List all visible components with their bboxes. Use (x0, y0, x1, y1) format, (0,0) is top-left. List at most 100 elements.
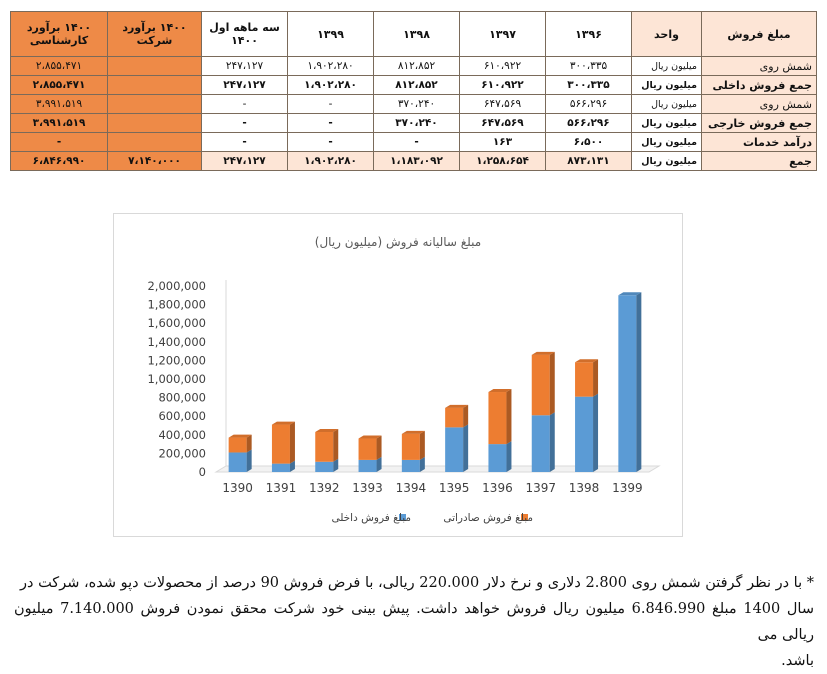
table-cell: - (287, 132, 374, 152)
bar-segment (575, 362, 594, 397)
table-cell: - (201, 132, 288, 152)
bar-segment-side (289, 421, 295, 464)
table-cell: ۳۰۰،۳۳۵ (545, 75, 632, 95)
x-tick-label: 1397 (525, 481, 556, 495)
table-cell: ۶۱۰،۹۲۲ (459, 56, 546, 76)
table-row: شمش روی میلیون ریال ۵۶۶،۲۹۶ ۶۴۷،۵۶۹ ۳۷۰،۲۴۰-… (10, 94, 817, 114)
table-cell: - (287, 113, 374, 133)
x-tick-label: 1398 (569, 481, 600, 495)
bar-segment (445, 427, 464, 472)
sales-chart: مبلغ سالیانه فروش (میلیون ریال) 0 200,000 4… (113, 213, 683, 537)
table-cell: ۱۶۳ (459, 132, 546, 152)
table-cell: - (10, 132, 108, 152)
table-cell: ۶۴۷،۵۶۹ (459, 94, 546, 114)
bar-top-cap (488, 389, 512, 393)
table-cell: ۸۷۳،۱۳۱ (545, 151, 632, 171)
header-1399: ۱۳۹۹ (287, 11, 374, 57)
table-cell: ۸۱۲،۸۵۲ (373, 75, 460, 95)
row-label: جمع فروش داخلی (701, 75, 817, 95)
y-tick-label: 600,000 (158, 409, 206, 423)
table-cell (107, 132, 202, 152)
y-tick-label: 1,600,000 (147, 316, 206, 330)
table-cell: ۳۰۰،۳۳۵ (545, 56, 632, 76)
bar-top-cap (358, 435, 382, 439)
note-line: سال 1400 مبلغ 6.846.990 میلیون ریال فروش… (14, 601, 814, 643)
bar-segment (271, 424, 290, 464)
bar-segment (315, 461, 334, 472)
table-cell: ۱،۱۸۳،۰۹۲ (373, 151, 460, 171)
row-unit: میلیون ریال (631, 113, 702, 133)
table-cell: - (287, 94, 374, 114)
legend-label: مبلغ فروش داخلی (331, 512, 411, 524)
table-cell: ۱،۹۰۲،۲۸۰ (287, 56, 374, 76)
bar-segment-side (506, 389, 512, 445)
table-cell: ۳،۹۹۱،۵۱۹ (10, 94, 108, 114)
x-tick-label: 1392 (309, 481, 340, 495)
table-cell: ۳،۹۹۱،۵۱۹ (10, 113, 108, 133)
row-label: جمع فروش خارجی (701, 113, 817, 133)
bar-segment (228, 437, 247, 453)
table-row: درآمد خدمات میلیون ریال ۶،۵۰۰ ۱۶۳- - - - (10, 132, 817, 152)
row-label: جمع (701, 151, 817, 171)
y-tick-label: 2,000,000 (147, 279, 206, 293)
y-tick-label: 1,000,000 (147, 372, 206, 386)
table-cell (107, 113, 202, 133)
note-line: باشد. (781, 653, 814, 669)
table-cell: ۲،۸۵۵،۴۷۱ (10, 75, 108, 95)
bar-segment-side (506, 441, 512, 472)
table-cell: ۶،۸۴۶،۹۹۰ (10, 151, 108, 171)
bar-segment-side (463, 404, 469, 428)
bar-segment-side (333, 429, 339, 462)
bar-segment (315, 432, 334, 462)
bar-segment (488, 444, 507, 472)
bar-segment (445, 407, 464, 428)
table-cell: ۸۱۲،۸۵۲ (373, 56, 460, 76)
bar-segment-side (333, 458, 339, 472)
bar-segment-side (636, 292, 642, 472)
bar-segment (228, 452, 247, 472)
bar-segment (575, 396, 594, 472)
header-1396: ۱۳۹۶ (545, 11, 632, 57)
bar-top-cap (228, 434, 252, 438)
header-unit: واحد (631, 11, 702, 57)
table-cell: ۲۴۷،۱۲۷ (201, 151, 288, 171)
legend-swatch (521, 514, 528, 521)
row-unit: میلیون ریال (631, 75, 702, 95)
x-tick-label: 1390 (222, 481, 253, 495)
bar-top-cap (575, 359, 599, 363)
table-cell: ۵۶۶،۲۹۶ (545, 94, 632, 114)
bar-segment-side (376, 435, 382, 460)
bar-segment-side (376, 456, 382, 472)
row-unit: میلیون ریال (631, 94, 702, 114)
y-tick-label: 200,000 (158, 446, 206, 460)
bar-segment (358, 459, 377, 472)
table-total-row: جمع میلیون ریال ۸۷۳،۱۳۱ ۱،۲۵۸،۶۵۴ ۱،۱۸۳،۰۹۲ ۱… (10, 151, 817, 171)
row-unit: میلیون ریال (631, 132, 702, 152)
bar-segment-side (246, 449, 252, 472)
bar-segment (271, 463, 290, 472)
table-cell: ۵۶۶،۲۹۶ (545, 113, 632, 133)
header-1398: ۱۳۹۸ (373, 11, 460, 57)
x-tick-label: 1391 (266, 481, 297, 495)
table-cell: - (201, 94, 288, 114)
table-row: شمش روی میلیون ریال ۳۰۰،۳۳۵ ۶۱۰،۹۲۲ ۸۱۲،۸۵۲ ۱… (10, 56, 817, 76)
bar-segment (401, 459, 420, 472)
y-tick-label: 1,800,000 (147, 298, 206, 312)
table-row: جمع فروش داخلی میلیون ریال ۳۰۰،۳۳۵ ۶۱۰،۹۲۲ ۸… (10, 75, 817, 95)
table-cell: ۱،۹۰۲،۲۸۰ (287, 151, 374, 171)
bar-segment-side (549, 412, 555, 472)
chart-canvas: مبلغ سالیانه فروش (میلیون ریال) 0 200,000 4… (147, 235, 661, 524)
bar-segment-side (246, 434, 252, 453)
bar-segment-side (593, 393, 599, 472)
table-row: جمع فروش خارجی میلیون ریال ۵۶۶،۲۹۶ ۶۴۷،۵۶۹ ۳… (10, 113, 817, 133)
x-tick-label: 1399 (612, 481, 643, 495)
table-cell: ۶۱۰،۹۲۲ (459, 75, 546, 95)
table-cell (107, 56, 202, 76)
bar-segment-side (593, 359, 599, 397)
table-cell: ۲۴۷،۱۲۷ (201, 75, 288, 95)
x-tick-label: 1393 (352, 481, 383, 495)
bar-top-cap (401, 430, 425, 434)
table-cell: ۲،۸۵۵،۴۷۱ (10, 56, 108, 76)
table-cell: ۱،۲۵۸،۶۵۴ (459, 151, 546, 171)
x-tick-label: 1394 (396, 481, 427, 495)
